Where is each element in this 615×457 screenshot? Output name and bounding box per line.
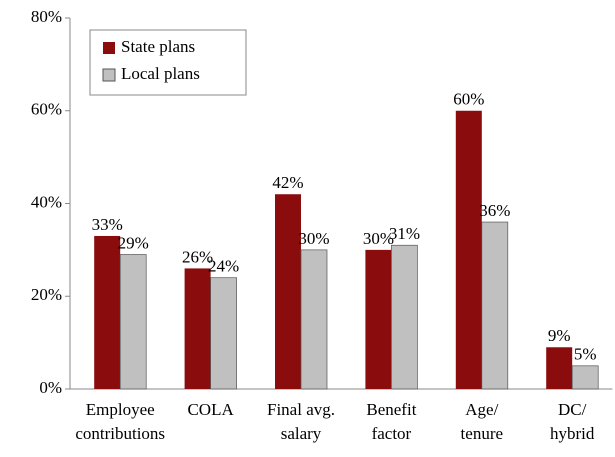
x-tick-label: COLA bbox=[187, 400, 234, 419]
bar bbox=[546, 347, 573, 389]
value-label: 26% bbox=[182, 247, 213, 266]
value-label: 33% bbox=[92, 215, 123, 234]
bar bbox=[275, 194, 301, 389]
bar bbox=[119, 254, 147, 390]
x-tick-label: DC/hybrid bbox=[550, 400, 595, 443]
value-label: 30% bbox=[298, 229, 329, 248]
bar bbox=[94, 235, 121, 389]
legend-label: State plans bbox=[121, 37, 195, 56]
value-label: 31% bbox=[389, 224, 420, 243]
legend-box bbox=[89, 29, 247, 96]
y-tick-label: 40% bbox=[31, 192, 62, 211]
value-label: 60% bbox=[453, 90, 484, 109]
x-tick-label-line: tenure bbox=[461, 424, 503, 443]
y-tick-label: 60% bbox=[31, 100, 62, 119]
bar bbox=[571, 365, 599, 390]
bar bbox=[210, 277, 237, 390]
legend-swatch bbox=[102, 68, 116, 82]
value-label: 42% bbox=[272, 173, 303, 192]
value-label: 30% bbox=[363, 229, 394, 248]
value-label: 24% bbox=[208, 257, 239, 276]
x-tick-label-line: DC/ bbox=[558, 400, 587, 419]
x-tick-label-line: COLA bbox=[187, 400, 234, 419]
value-label: 36% bbox=[479, 201, 510, 220]
value-label: 29% bbox=[118, 233, 149, 252]
y-tick-label: 20% bbox=[31, 285, 62, 304]
value-label: 5% bbox=[574, 345, 597, 364]
y-tick-label: 0% bbox=[39, 378, 62, 397]
bar bbox=[391, 244, 418, 390]
value-label: 9% bbox=[548, 326, 571, 345]
x-tick-label-line: Final avg. bbox=[267, 400, 335, 419]
bar bbox=[365, 249, 392, 389]
bar bbox=[184, 268, 211, 389]
x-tick-label-line: contributions bbox=[75, 424, 165, 443]
x-tick-label-line: hybrid bbox=[550, 424, 595, 443]
legend-swatch bbox=[103, 42, 115, 54]
bar bbox=[455, 110, 482, 389]
x-tick-label: Age/tenure bbox=[461, 400, 503, 443]
bar bbox=[481, 221, 509, 390]
bar bbox=[300, 249, 328, 390]
y-tick-label: 80% bbox=[31, 7, 62, 26]
x-tick-label-line: factor bbox=[372, 424, 412, 443]
x-tick-label-line: Benefit bbox=[366, 400, 416, 419]
x-tick-label: Benefit factor bbox=[366, 400, 416, 443]
x-tick-label: Employee contributions bbox=[75, 400, 165, 443]
legend-label: Local plans bbox=[121, 64, 200, 83]
x-tick-label-line: Employee bbox=[86, 400, 155, 419]
x-tick-label-line: Age/ bbox=[465, 400, 498, 419]
x-tick-label-line: salary bbox=[281, 424, 322, 443]
x-tick-label: Final avg. salary bbox=[267, 400, 335, 443]
